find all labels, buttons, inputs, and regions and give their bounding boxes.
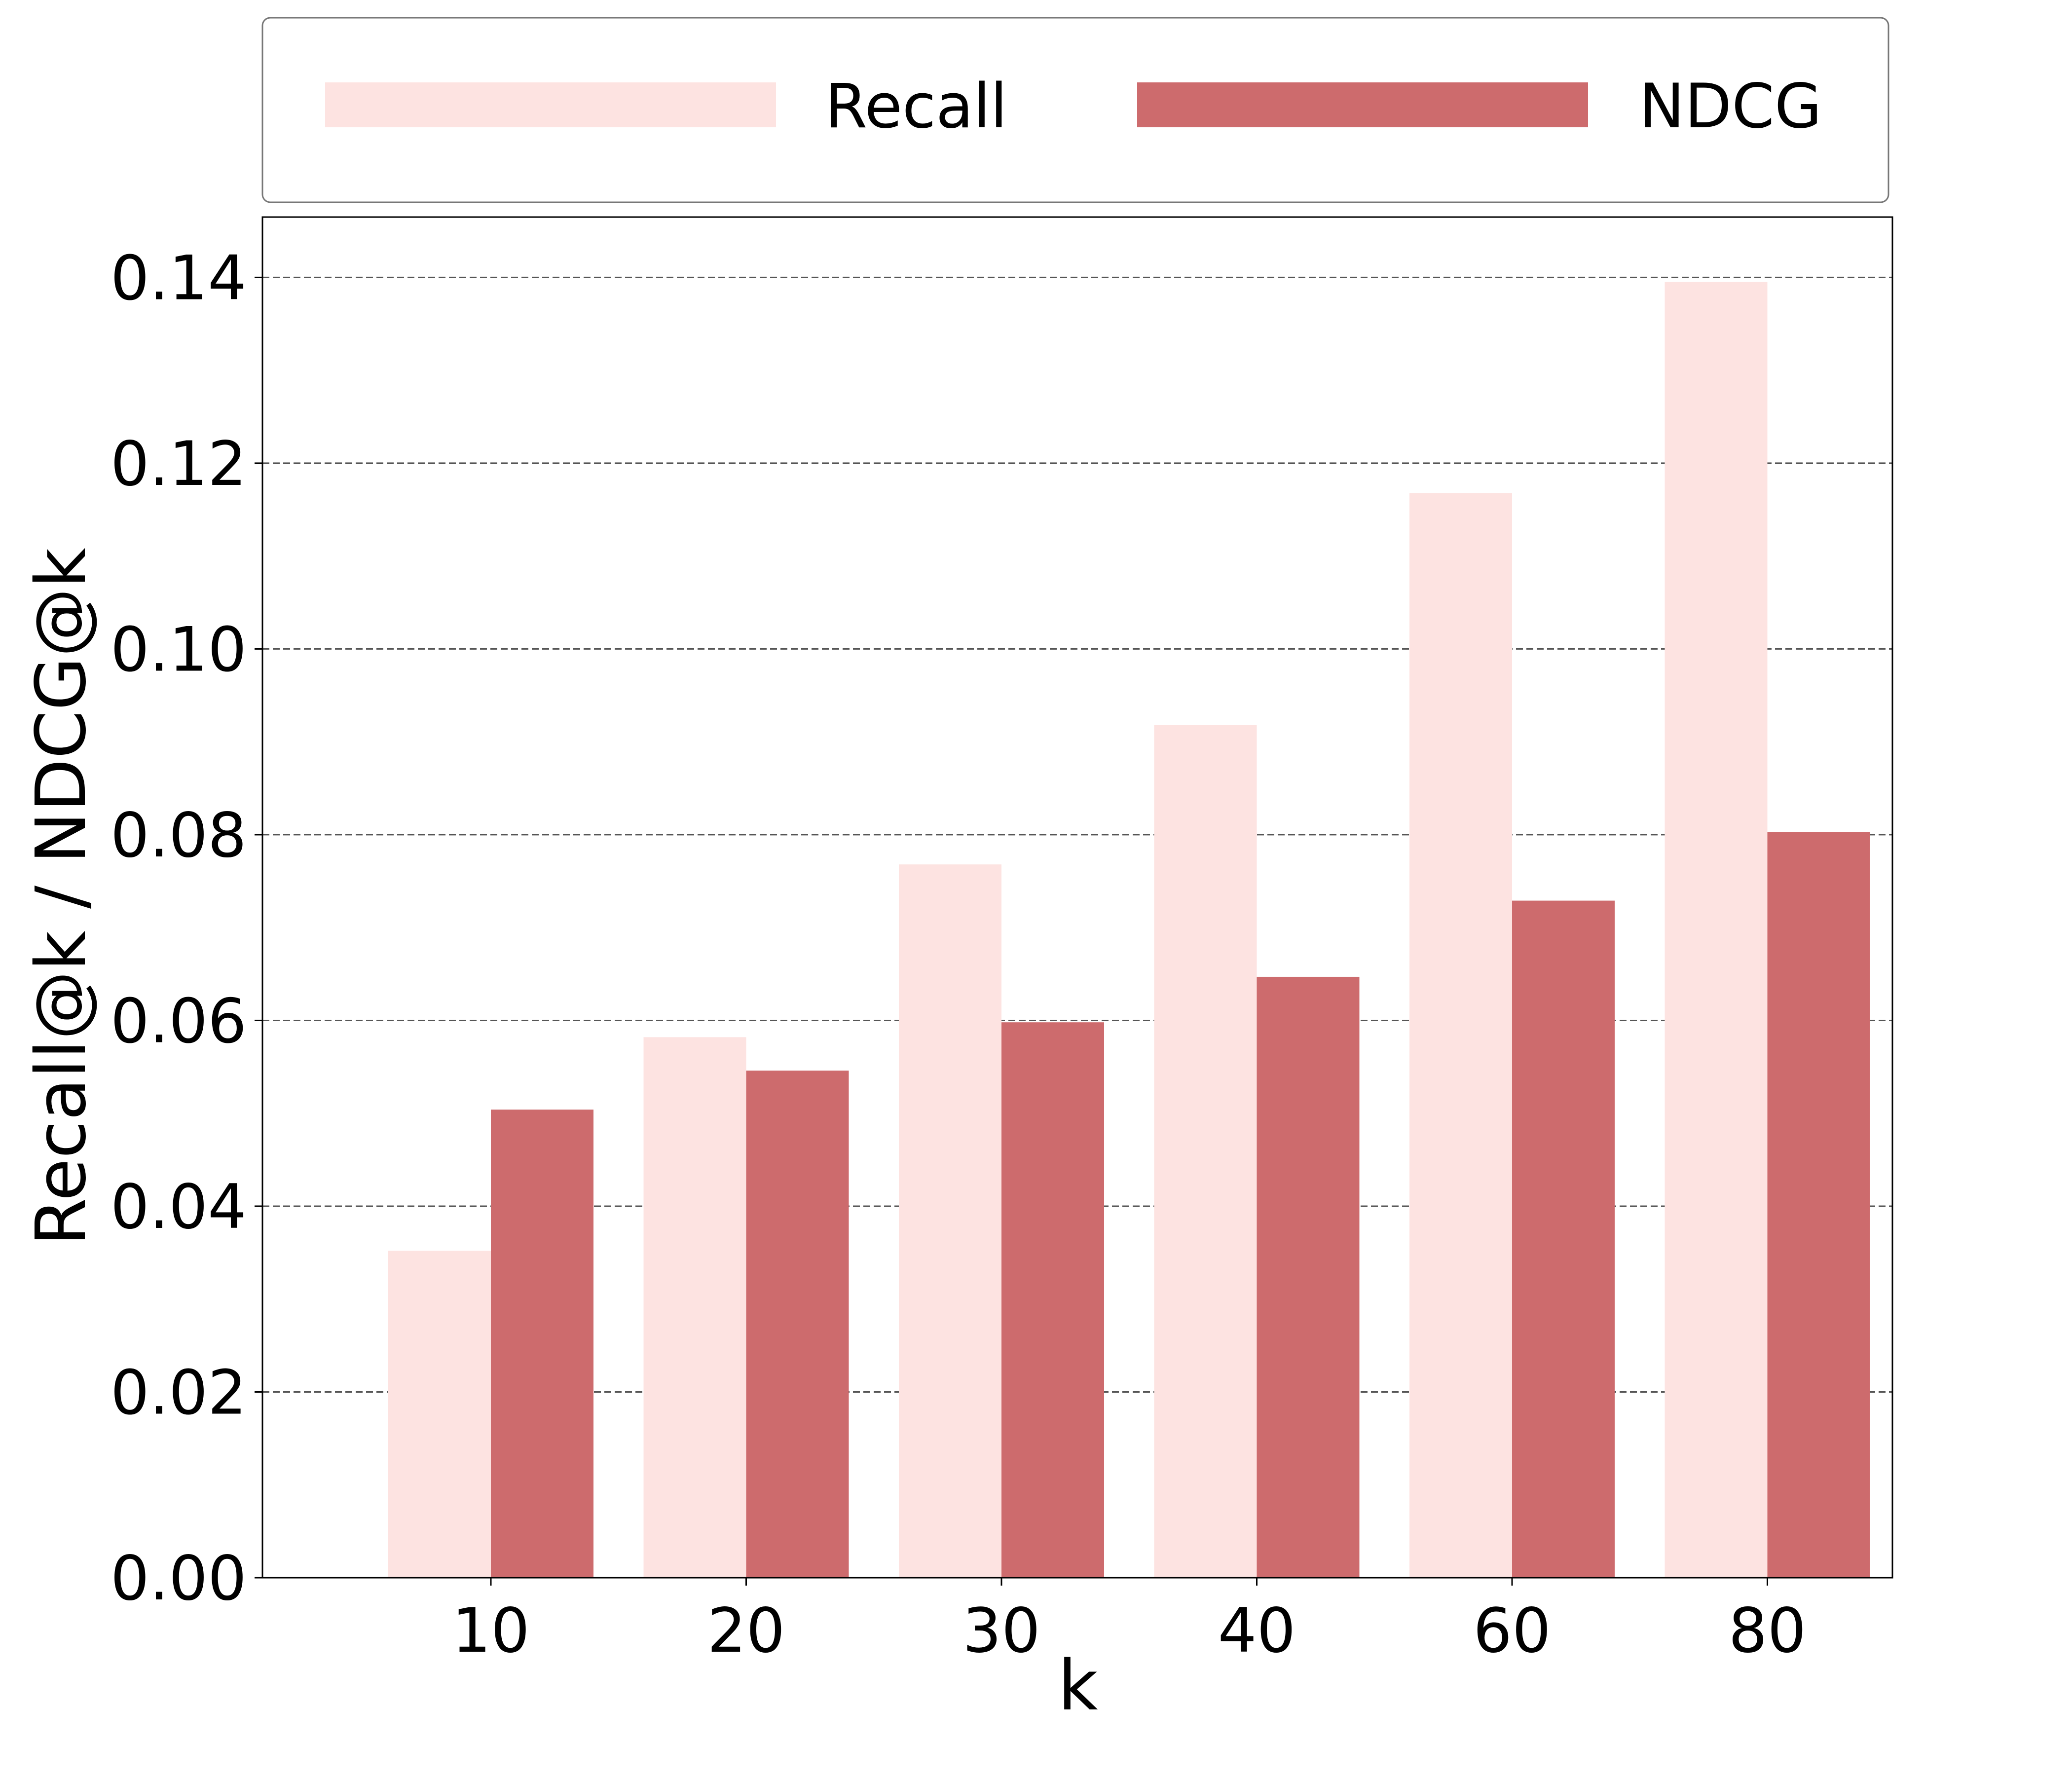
- bar-recall-10: [388, 1251, 491, 1578]
- bar-ndcg-40: [1257, 976, 1360, 1578]
- bars: [388, 282, 1870, 1578]
- y-tick-label: 0.06: [111, 986, 247, 1057]
- y-axis-label: Recall@k / NDCG@k: [21, 548, 102, 1246]
- bar-ndcg-80: [1767, 832, 1870, 1578]
- legend-box: [261, 17, 1889, 203]
- y-tick-label: 0.02: [111, 1357, 247, 1428]
- bar-recall-60: [1409, 493, 1512, 1578]
- bar-ndcg-60: [1512, 900, 1615, 1578]
- x-tick-label: 30: [962, 1595, 1040, 1667]
- y-tick-label: 0.10: [111, 614, 247, 685]
- y-tick-label: 0.08: [111, 800, 247, 871]
- x-axis-label: k: [1058, 1646, 1098, 1726]
- bar-recall-40: [1154, 725, 1257, 1578]
- x-tick-label: 40: [1218, 1595, 1296, 1667]
- axes: 0.00 0.02 0.04 0.06 0.08 0.10 0.12 0.14 10 20 30 40…: [111, 216, 1893, 1667]
- legend-label-ndcg: NDCG: [1639, 71, 1822, 142]
- x-tick-label: 10: [452, 1595, 530, 1667]
- plot-frame: [261, 216, 1893, 1579]
- y-tick-label: 0.04: [111, 1172, 247, 1243]
- y-tick-label: 0.14: [111, 243, 247, 314]
- x-tick-label: 80: [1729, 1595, 1807, 1667]
- bar-ndcg-30: [1001, 1022, 1104, 1578]
- x-tick-label: 60: [1473, 1595, 1551, 1667]
- y-tick-label: 0.12: [111, 429, 247, 500]
- bar-ndcg-10: [491, 1110, 593, 1578]
- legend-swatch-recall: [325, 82, 776, 127]
- bar-recall-80: [1665, 282, 1768, 1578]
- bar-recall-20: [643, 1037, 746, 1578]
- x-tick-label: 20: [707, 1595, 785, 1667]
- legend-label-recall: Recall: [825, 71, 1007, 142]
- bar-ndcg-20: [746, 1071, 849, 1578]
- bar-recall-30: [899, 864, 1001, 1578]
- legend: Recall NDCG: [261, 17, 1889, 203]
- y-tick-label: 0.00: [111, 1543, 247, 1614]
- legend-swatch-ndcg: [1137, 82, 1588, 127]
